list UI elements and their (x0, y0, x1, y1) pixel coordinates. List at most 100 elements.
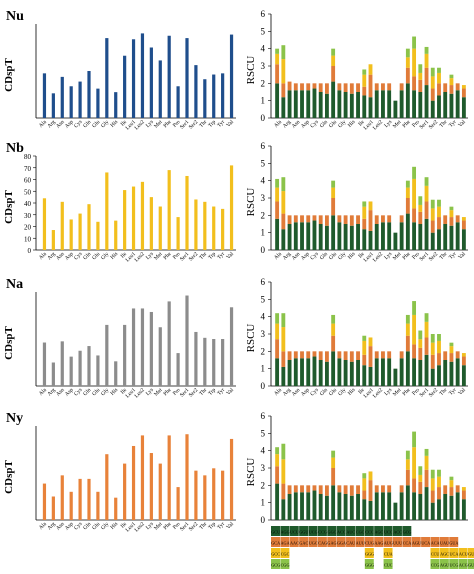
x-tick-label: Asp (64, 521, 75, 532)
stack-segment (374, 351, 379, 359)
stack-segment (306, 90, 311, 118)
stack-segment (362, 218, 367, 230)
bar (140, 308, 145, 386)
stack-segment (356, 360, 360, 386)
x-tick-label: Gly (100, 521, 110, 531)
stack-segment (430, 502, 435, 520)
stack-segment (312, 485, 317, 491)
x-tick-label: Ser1 (179, 387, 191, 399)
stack-segment (399, 485, 404, 493)
x-tick-label: Gly (337, 387, 347, 397)
x-tick-label: Cys (309, 251, 319, 261)
x-tick-label: His (109, 521, 119, 531)
codon-cell (280, 526, 290, 536)
codon-label: GAG (327, 541, 336, 546)
x-tick-label: Ser2 (428, 119, 440, 131)
stack-segment (281, 229, 286, 250)
stack-segment (374, 215, 379, 224)
stack-segment (306, 222, 311, 250)
stack-segment (418, 466, 423, 475)
x-tick-label: Ala (38, 119, 48, 129)
stack-segment (449, 353, 454, 362)
codon-label: GUA (449, 541, 458, 546)
y-tick-label: 1 (261, 364, 266, 374)
stack-segment (430, 76, 435, 89)
y-axis-label: RSCU (245, 56, 257, 85)
x-tick-label: Thr (439, 387, 449, 397)
codon-cell (392, 537, 402, 547)
x-tick-label: Gln (319, 251, 329, 261)
bar (221, 470, 225, 520)
bar (176, 487, 180, 520)
stack-segment (281, 45, 286, 60)
stack-segment (424, 46, 429, 54)
bar (60, 475, 64, 520)
stack-segment (312, 351, 317, 357)
stack-segment (362, 74, 367, 87)
y-tick-label: 6 (261, 411, 266, 421)
codon-label: GCA (271, 541, 280, 546)
stack-segment (405, 213, 410, 250)
x-tick-label: Pro (172, 387, 182, 397)
x-tick-label: Gln (82, 251, 92, 261)
bar (212, 339, 216, 386)
stack-segment (449, 210, 454, 218)
codon-cell (402, 526, 412, 536)
bar (203, 475, 207, 520)
codon-cell (271, 537, 280, 547)
codon-label: UUU (393, 541, 402, 546)
x-tick-label: Asn (55, 251, 66, 262)
stack-segment (424, 487, 429, 520)
stack-segment (387, 83, 392, 91)
bar (51, 230, 55, 250)
stack-segment (381, 351, 385, 359)
x-tick-label: Thr (439, 119, 449, 129)
stack-segment (318, 485, 323, 494)
y-tick-label: 4 (261, 446, 266, 456)
codon-label: AGU (440, 563, 449, 568)
codon-cell (271, 526, 280, 536)
x-tick-label: Asp (300, 387, 311, 398)
stack-segment (362, 69, 367, 75)
stack-segment (337, 83, 342, 91)
stack-segment (343, 360, 348, 386)
stack-segment (461, 85, 466, 89)
stack-segment (412, 48, 417, 77)
x-tick-label: Ser1 (179, 521, 191, 533)
stack-segment (275, 48, 280, 54)
x-tick-label: Val (226, 119, 236, 129)
codon-label: AGG (281, 530, 290, 535)
codon-label: UAU (440, 541, 449, 546)
bar (158, 206, 162, 250)
codon-cell (317, 537, 327, 547)
y-tick-label: 5 (261, 158, 266, 168)
stack-segment (356, 224, 360, 250)
stack-segment (331, 468, 336, 486)
codon-cell (346, 526, 356, 536)
stack-segment (312, 215, 317, 221)
stack-segment (387, 215, 392, 223)
stack-segment (449, 78, 454, 86)
stack-segment (275, 447, 280, 455)
stack-segment (437, 365, 441, 386)
stack-segment (381, 485, 385, 493)
x-tick-label: Lys (145, 251, 155, 261)
x-tick-label: Met (153, 387, 164, 398)
stack-segment (306, 351, 311, 359)
stack-segment (281, 351, 286, 367)
stack-segment (343, 224, 348, 250)
stack-segment (324, 83, 329, 94)
codon-label: GGG (365, 563, 374, 568)
stack-segment (312, 88, 317, 118)
stack-segment (449, 487, 454, 496)
stack-segment (405, 83, 410, 118)
stack-segment (449, 346, 454, 354)
stack-segment (275, 83, 280, 118)
codon-label: CCC (365, 530, 374, 535)
codon-cell (364, 548, 374, 558)
stack-segment (443, 92, 448, 118)
panel-label: Nu (6, 9, 24, 24)
x-tick-label: Ala (38, 521, 48, 531)
stack-segment (281, 177, 286, 192)
stack-segment (275, 454, 280, 467)
